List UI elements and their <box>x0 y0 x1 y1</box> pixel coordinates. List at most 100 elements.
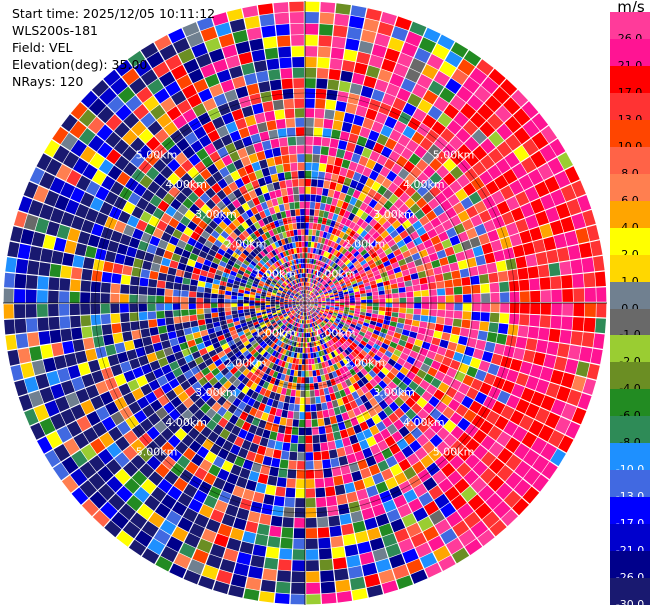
velocity-gate <box>529 278 540 290</box>
velocity-gate <box>281 188 288 196</box>
velocity-gate <box>295 108 304 117</box>
velocity-gate <box>156 288 164 296</box>
velocity-gate <box>306 498 316 508</box>
velocity-gate <box>356 303 361 306</box>
velocity-gate <box>443 325 452 333</box>
velocity-gate <box>350 577 366 590</box>
velocity-gate <box>189 285 197 291</box>
velocity-gate <box>314 460 323 469</box>
velocity-gate <box>398 318 405 324</box>
velocity-gate <box>147 295 155 303</box>
velocity-gate <box>295 242 299 248</box>
velocity-gate <box>485 342 496 353</box>
velocity-gate <box>571 331 583 346</box>
velocity-gate <box>307 264 309 269</box>
velocity-gate <box>320 559 333 571</box>
velocity-gate <box>250 306 255 309</box>
velocity-gate <box>290 397 296 404</box>
velocity-gate <box>333 120 343 130</box>
velocity-gate <box>298 236 302 242</box>
velocity-gate <box>302 365 305 371</box>
velocity-gate <box>281 410 288 418</box>
velocity-gate <box>445 287 454 295</box>
velocity-gate <box>144 252 154 262</box>
velocity-gate <box>205 318 212 324</box>
velocity-gate <box>4 320 15 335</box>
velocity-gate <box>305 371 309 377</box>
velocity-gate <box>356 52 370 65</box>
velocity-gate <box>498 271 508 282</box>
velocity-gate <box>309 223 313 229</box>
velocity-gate <box>317 411 323 419</box>
velocity-gate <box>275 13 290 25</box>
velocity-gate <box>550 276 561 289</box>
velocity-gate <box>456 344 466 354</box>
velocity-gate <box>271 300 275 302</box>
velocity-gate <box>110 294 119 303</box>
velocity-gate <box>399 292 406 297</box>
velocity-gate <box>232 292 238 296</box>
velocity-gate <box>405 319 413 325</box>
velocity-gate <box>290 370 294 376</box>
velocity-gate <box>318 46 331 57</box>
range-ring-label: 4.00km <box>165 416 207 429</box>
velocity-gate <box>308 348 311 353</box>
velocity-gate <box>306 560 319 571</box>
velocity-gate <box>270 80 282 91</box>
velocity-gate <box>14 304 25 318</box>
velocity-gate <box>347 454 357 464</box>
range-ring-label: 1.00km <box>314 327 356 340</box>
velocity-gate <box>361 293 367 297</box>
range-ring-label: 2.00km <box>225 238 267 251</box>
velocity-gate <box>297 229 301 235</box>
velocity-gate <box>323 181 330 189</box>
velocity-gate <box>366 292 372 296</box>
velocity-gate <box>73 339 85 352</box>
velocity-gate <box>232 310 238 314</box>
velocity-gate <box>276 300 280 302</box>
velocity-gate <box>479 321 489 331</box>
velocity-gate <box>182 316 190 323</box>
velocity-gate <box>255 534 268 546</box>
velocity-gate <box>297 353 300 358</box>
velocity-gate <box>458 260 468 270</box>
velocity-gate <box>413 285 421 291</box>
velocity-gate <box>83 257 95 269</box>
velocity-gate <box>71 267 82 279</box>
velocity-gate <box>554 357 567 372</box>
velocity-gate <box>184 271 192 278</box>
velocity-gate <box>112 323 122 333</box>
velocity-gate <box>254 454 264 464</box>
velocity-gate <box>197 292 204 298</box>
velocity-gate <box>157 280 166 288</box>
velocity-gate <box>225 303 231 307</box>
velocity-gate <box>333 557 347 569</box>
velocity-gate <box>231 296 237 300</box>
velocity-gate <box>494 344 505 356</box>
velocity-gate <box>139 278 148 287</box>
velocity-gate <box>379 299 385 303</box>
velocity-gate <box>26 275 38 289</box>
velocity-gate <box>392 308 399 313</box>
velocity-gate <box>352 73 365 85</box>
velocity-gate <box>147 304 155 312</box>
velocity-gate <box>276 164 284 173</box>
velocity-gate <box>257 445 266 455</box>
velocity-gate <box>414 297 421 303</box>
range-ring-label: 5.00km <box>433 149 475 162</box>
velocity-gate <box>153 342 163 351</box>
velocity-gate <box>435 274 444 282</box>
velocity-gate <box>313 377 318 383</box>
velocity-gate <box>296 359 300 365</box>
velocity-gate <box>204 293 211 298</box>
velocity-gate <box>305 236 308 242</box>
velocity-gate <box>343 534 356 546</box>
velocity-gate <box>234 563 249 577</box>
velocity-gate <box>197 314 205 320</box>
velocity-gate <box>271 305 275 307</box>
velocity-gate <box>300 348 303 353</box>
velocity-gate <box>305 365 308 371</box>
velocity-gate <box>565 231 579 246</box>
velocity-gate <box>141 269 151 278</box>
velocity-gate <box>242 6 258 18</box>
